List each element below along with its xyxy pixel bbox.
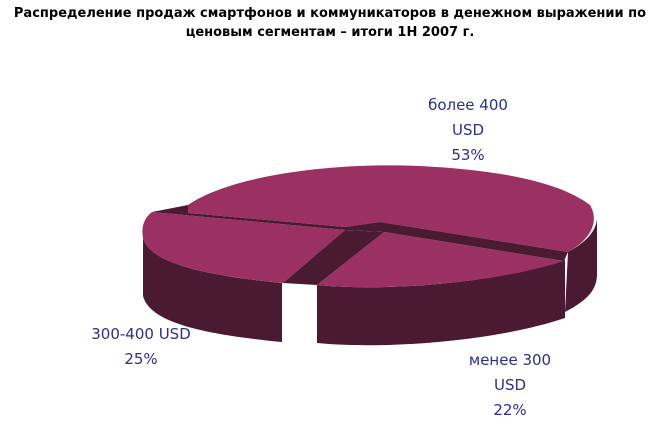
slice-side-300-400 — [143, 238, 282, 342]
chart-title: Распределение продаж смартфонов и коммун… — [4, 4, 656, 42]
label-300-400-line-1: 300-400 USD — [91, 325, 191, 343]
label-300-400-value: 25% — [124, 350, 158, 368]
label-more-400: более 400 USD 53% — [400, 93, 536, 168]
slice-gap-center — [283, 230, 384, 285]
slice-side-less-300 — [317, 260, 565, 346]
label-300-400: 300-400 USD 25% — [70, 322, 212, 372]
slice-300-400 — [142, 212, 345, 283]
label-less-300: менее 300 USD 22% — [440, 348, 580, 423]
label-less-300-line-2: USD — [493, 376, 527, 394]
label-more-400-line-1: более 400 — [428, 96, 508, 114]
slice-side-more-400 — [565, 214, 598, 312]
slice-less-300 — [317, 232, 564, 288]
chart-title-line-1: Распределение продаж смартфонов и коммун… — [13, 6, 647, 21]
label-less-300-value: 22% — [493, 401, 527, 419]
label-more-400-value: 53% — [451, 146, 485, 164]
label-less-300-line-1: менее 300 — [468, 351, 552, 369]
label-more-400-line-2: USD — [451, 121, 485, 139]
chart-title-line-2: ценовым сегментам – итоги 1H 2007 г. — [185, 25, 475, 40]
slice-more-400 — [188, 165, 594, 252]
